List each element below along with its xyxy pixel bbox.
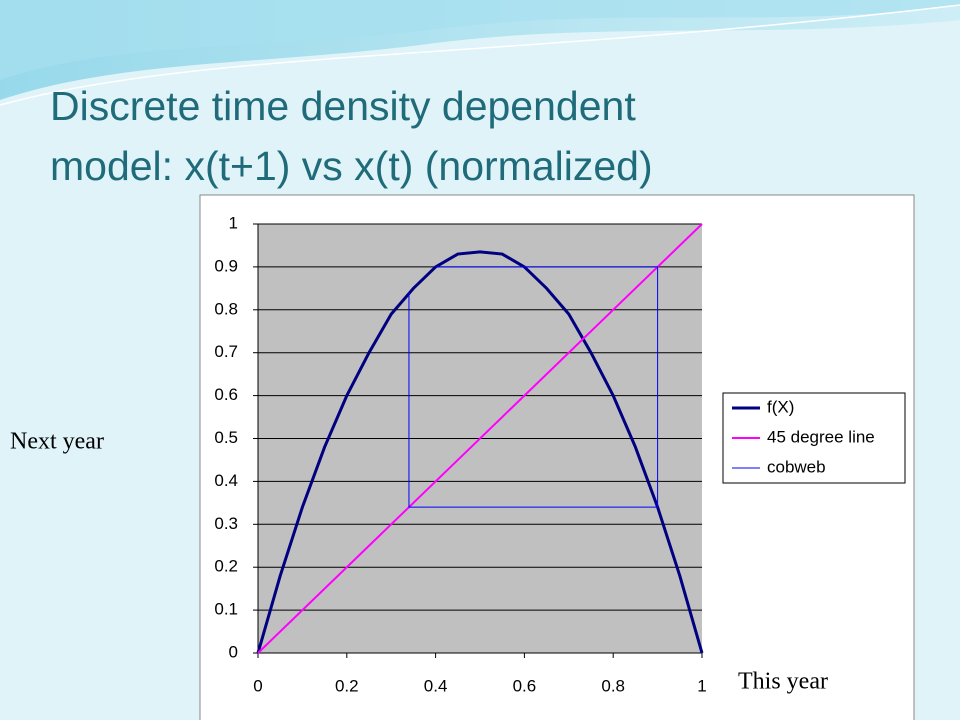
x-tick-label: 0 xyxy=(253,676,262,695)
y-tick-label: 0.9 xyxy=(214,256,238,275)
header-line xyxy=(0,4,960,106)
series-line xyxy=(256,250,704,654)
x-axis-label: This year xyxy=(738,669,828,695)
series-line xyxy=(257,223,703,654)
legend-label: cobweb xyxy=(767,457,826,476)
x-tick-label: 0.2 xyxy=(335,676,359,695)
y-tick-label: 0.3 xyxy=(214,514,238,533)
y-tick-label: 0.4 xyxy=(214,471,238,490)
x-tick-label: 0.8 xyxy=(601,676,625,695)
x-tick-label: 1 xyxy=(697,676,706,695)
y-tick-label: 0.5 xyxy=(214,428,238,447)
y-tick-label: 1 xyxy=(229,213,238,232)
y-tick-label: 0.8 xyxy=(214,299,238,318)
y-tick-label: 0.2 xyxy=(214,557,238,576)
y-tick-label: 0.7 xyxy=(214,342,238,361)
y-tick-label: 0.1 xyxy=(214,600,238,619)
y-tick-label: 0 xyxy=(229,642,238,661)
y-tick-label: 0.6 xyxy=(214,385,238,404)
series-line xyxy=(408,266,659,508)
x-tick-label: 0.4 xyxy=(424,676,448,695)
legend-label: f(X) xyxy=(767,397,794,416)
x-tick-label: 0.6 xyxy=(513,676,537,695)
y-axis-label: Next year xyxy=(10,429,104,455)
header-wave xyxy=(0,0,960,80)
slide-title: Discrete time density dependent model: x… xyxy=(50,83,653,189)
legend-label: 45 degree line xyxy=(767,427,875,446)
